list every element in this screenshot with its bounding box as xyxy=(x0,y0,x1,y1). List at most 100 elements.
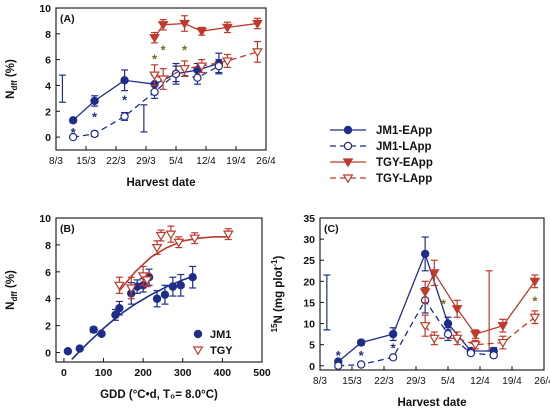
data-point xyxy=(141,276,153,286)
chart-panel: 0 2 4 6 8 10 8/3 15/3 22/3 29/3 5/4 12/4 19/4 26/4 (A)… xyxy=(5,3,276,189)
data-point xyxy=(68,132,78,142)
data-point xyxy=(222,57,233,67)
y-tick-label: 6 xyxy=(45,55,51,67)
data-point xyxy=(149,71,160,81)
y-axis-label: 15N (mg plot-1) xyxy=(270,255,285,332)
significance-asterisk: * xyxy=(359,348,365,363)
data-point xyxy=(451,305,463,315)
y-axis-label-part: N (mg plot xyxy=(273,266,285,323)
data-point xyxy=(157,75,169,85)
x-tick-label: 29/3 xyxy=(406,376,426,387)
x-tick-label: 12/4 xyxy=(470,376,490,387)
data-point xyxy=(188,273,197,282)
x-axis-label: Harvest date xyxy=(126,177,195,189)
x-tick-label: 500 xyxy=(253,367,271,379)
main-legend: JM1-EApp JM1-LApp TGY-EApp TGY-LApp xyxy=(330,125,433,185)
data-point xyxy=(443,319,453,328)
x-tick-label: 26/4 xyxy=(534,376,550,387)
y-tick-label: 10 xyxy=(39,213,51,225)
data-point xyxy=(120,112,129,121)
chart-panel: 0 5 10 15 20 25 30 35 8/3 15/3 22/3 29/3 5/4 12/4 19/4… xyxy=(270,213,550,409)
x-tick-label: 15/3 xyxy=(76,156,96,167)
data-point xyxy=(97,329,106,338)
data-point xyxy=(497,338,509,348)
legend-label: TGY-EApp xyxy=(376,157,433,169)
data-point xyxy=(214,61,224,71)
data-point xyxy=(451,334,463,344)
x-tick-label: 100 xyxy=(95,367,113,379)
x-tick-label: 19/4 xyxy=(226,156,246,167)
series-tgy-lapp xyxy=(419,310,541,351)
data-point xyxy=(90,129,99,139)
x-tick-label: 400 xyxy=(214,367,232,379)
plot-frame xyxy=(55,217,263,363)
data-point xyxy=(497,322,509,332)
legend-label: TGY xyxy=(210,345,233,357)
y-axis-label-part: (%) xyxy=(5,59,17,80)
legend-marker xyxy=(193,329,203,339)
series-line xyxy=(154,51,258,80)
legend-label: TGY-LApp xyxy=(376,173,432,185)
legend-marker xyxy=(343,125,353,135)
x-tick-label: 300 xyxy=(174,367,192,379)
series-tgy-eapp xyxy=(419,259,541,340)
data-point xyxy=(115,303,124,313)
data-point xyxy=(443,329,453,339)
data-point xyxy=(111,310,120,320)
fit-curve xyxy=(71,275,195,360)
fit-curve xyxy=(118,236,231,292)
data-point xyxy=(155,231,167,241)
y-tick-label: 20 xyxy=(303,276,315,288)
y-tick-label: 6 xyxy=(45,267,51,279)
significance-asterisk: * xyxy=(441,296,447,311)
legend-label: JM1-EApp xyxy=(376,125,432,137)
y-tick-label: 10 xyxy=(39,3,51,15)
data-point xyxy=(176,281,185,290)
series-line xyxy=(154,22,258,39)
series-tgy-eapp xyxy=(149,15,263,44)
y-tick-label: 2 xyxy=(45,106,51,118)
y-axis-label: Ndff (%) xyxy=(5,59,19,99)
significance-asterisk: * xyxy=(122,93,128,108)
data-point xyxy=(151,244,163,253)
data-point xyxy=(150,87,159,97)
panel-legend: JM1 TGY xyxy=(192,329,233,357)
y-axis-label-part: N xyxy=(5,302,17,310)
data-point xyxy=(165,230,177,240)
plot-frame xyxy=(55,7,267,151)
series-jm1 xyxy=(63,265,197,356)
y-tick-label: 35 xyxy=(303,213,315,225)
data-point xyxy=(470,341,481,351)
data-point xyxy=(120,76,129,85)
panel-label: (C) xyxy=(324,223,339,235)
y-axis-label-part: dff xyxy=(10,291,19,302)
data-point xyxy=(470,330,481,340)
series-tgy xyxy=(114,225,234,300)
x-tick-label: 5/4 xyxy=(169,156,183,167)
data-point xyxy=(189,234,201,244)
y-tick-label: 0 xyxy=(45,132,51,144)
data-point xyxy=(529,277,541,287)
series-jm1-lapp xyxy=(68,59,224,142)
data-point xyxy=(529,313,541,323)
significance-asterisk: * xyxy=(152,51,158,66)
data-point xyxy=(193,73,202,82)
data-point xyxy=(356,338,366,347)
x-tick-label: 5/4 xyxy=(441,376,455,387)
x-tick-label: 29/3 xyxy=(136,156,156,167)
y-tick-label: 4 xyxy=(45,80,51,92)
data-point xyxy=(252,19,263,29)
y-axis-label-part: -1 xyxy=(270,259,279,267)
data-point xyxy=(63,347,73,356)
significance-asterisk: * xyxy=(391,341,397,356)
data-point xyxy=(222,230,234,240)
y-axis-label-part: ) xyxy=(273,255,285,259)
x-tick-label: 0 xyxy=(61,367,67,379)
data-point xyxy=(160,290,170,299)
series-jm1-eapp xyxy=(334,236,498,366)
x-tick-label: 8/3 xyxy=(49,156,63,167)
data-point xyxy=(173,238,185,248)
data-point xyxy=(90,96,99,106)
